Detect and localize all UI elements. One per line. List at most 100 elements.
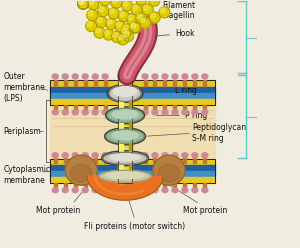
- Ellipse shape: [150, 0, 155, 1]
- Ellipse shape: [136, 0, 147, 5]
- Ellipse shape: [86, 21, 97, 31]
- Ellipse shape: [192, 110, 198, 115]
- Ellipse shape: [142, 4, 153, 15]
- Ellipse shape: [102, 74, 108, 79]
- Bar: [74, 80, 77, 86]
- Bar: [164, 158, 166, 163]
- Ellipse shape: [133, 5, 137, 10]
- Ellipse shape: [102, 151, 148, 166]
- Ellipse shape: [92, 74, 98, 79]
- Bar: [154, 80, 157, 86]
- Ellipse shape: [62, 74, 68, 79]
- Ellipse shape: [142, 153, 148, 158]
- Ellipse shape: [122, 0, 133, 11]
- Ellipse shape: [136, 13, 147, 24]
- Ellipse shape: [192, 74, 198, 79]
- Bar: [118, 75, 132, 183]
- Ellipse shape: [182, 110, 188, 115]
- Ellipse shape: [106, 18, 117, 30]
- Bar: [143, 158, 146, 163]
- Ellipse shape: [118, 11, 129, 22]
- Ellipse shape: [96, 16, 107, 27]
- Bar: [94, 158, 97, 163]
- Bar: [118, 75, 132, 183]
- Ellipse shape: [70, 164, 92, 182]
- Ellipse shape: [111, 31, 122, 42]
- Ellipse shape: [52, 110, 58, 115]
- Ellipse shape: [140, 17, 151, 28]
- Bar: [50, 80, 215, 88]
- Bar: [143, 183, 146, 188]
- Ellipse shape: [106, 172, 144, 179]
- Ellipse shape: [112, 0, 117, 3]
- Ellipse shape: [106, 107, 145, 124]
- Bar: [194, 105, 196, 110]
- Ellipse shape: [106, 129, 144, 143]
- Ellipse shape: [182, 74, 188, 79]
- Ellipse shape: [82, 188, 88, 193]
- Bar: [129, 75, 132, 183]
- Ellipse shape: [89, 0, 94, 5]
- Bar: [50, 159, 215, 165]
- Ellipse shape: [152, 110, 158, 115]
- Ellipse shape: [101, 0, 106, 1]
- Ellipse shape: [153, 155, 185, 185]
- Ellipse shape: [82, 153, 88, 158]
- Ellipse shape: [100, 0, 111, 6]
- Bar: [74, 158, 77, 163]
- Ellipse shape: [116, 22, 121, 27]
- Bar: [154, 183, 157, 188]
- Ellipse shape: [99, 7, 104, 12]
- Ellipse shape: [172, 74, 178, 79]
- Ellipse shape: [102, 110, 108, 115]
- Ellipse shape: [141, 18, 146, 23]
- Ellipse shape: [162, 110, 168, 115]
- Bar: [54, 158, 57, 163]
- Ellipse shape: [142, 74, 148, 79]
- Bar: [84, 183, 87, 188]
- Ellipse shape: [92, 110, 98, 115]
- Ellipse shape: [144, 5, 148, 10]
- Bar: [143, 80, 146, 86]
- Text: P ring: P ring: [157, 111, 207, 120]
- Ellipse shape: [107, 84, 143, 102]
- Ellipse shape: [160, 8, 165, 13]
- Bar: [173, 80, 176, 86]
- Bar: [54, 183, 57, 188]
- Ellipse shape: [98, 5, 109, 17]
- Ellipse shape: [149, 0, 160, 6]
- Ellipse shape: [78, 0, 89, 9]
- Ellipse shape: [62, 110, 68, 115]
- Ellipse shape: [142, 110, 148, 115]
- Bar: [194, 183, 196, 188]
- Bar: [173, 105, 176, 110]
- Ellipse shape: [129, 22, 140, 33]
- Ellipse shape: [152, 153, 158, 158]
- Bar: [50, 80, 215, 105]
- Ellipse shape: [78, 0, 89, 9]
- Bar: [103, 105, 106, 110]
- Ellipse shape: [94, 27, 105, 38]
- Bar: [183, 80, 186, 86]
- Bar: [94, 183, 97, 188]
- Ellipse shape: [119, 35, 124, 40]
- Ellipse shape: [123, 25, 128, 30]
- Ellipse shape: [107, 20, 112, 25]
- Bar: [64, 158, 67, 163]
- Bar: [164, 183, 166, 188]
- Ellipse shape: [202, 74, 208, 79]
- Ellipse shape: [92, 153, 98, 158]
- Ellipse shape: [112, 131, 138, 140]
- Ellipse shape: [87, 22, 92, 27]
- Ellipse shape: [79, 0, 84, 4]
- Bar: [194, 80, 196, 86]
- Text: Periplasm: Periplasm: [3, 127, 41, 136]
- Bar: [50, 99, 215, 105]
- Ellipse shape: [107, 108, 143, 122]
- Ellipse shape: [103, 152, 147, 164]
- Bar: [173, 183, 176, 188]
- Bar: [94, 80, 97, 86]
- Bar: [84, 158, 87, 163]
- Text: Peptidoglycan
S-M ring: Peptidoglycan S-M ring: [192, 123, 246, 143]
- Ellipse shape: [88, 0, 99, 10]
